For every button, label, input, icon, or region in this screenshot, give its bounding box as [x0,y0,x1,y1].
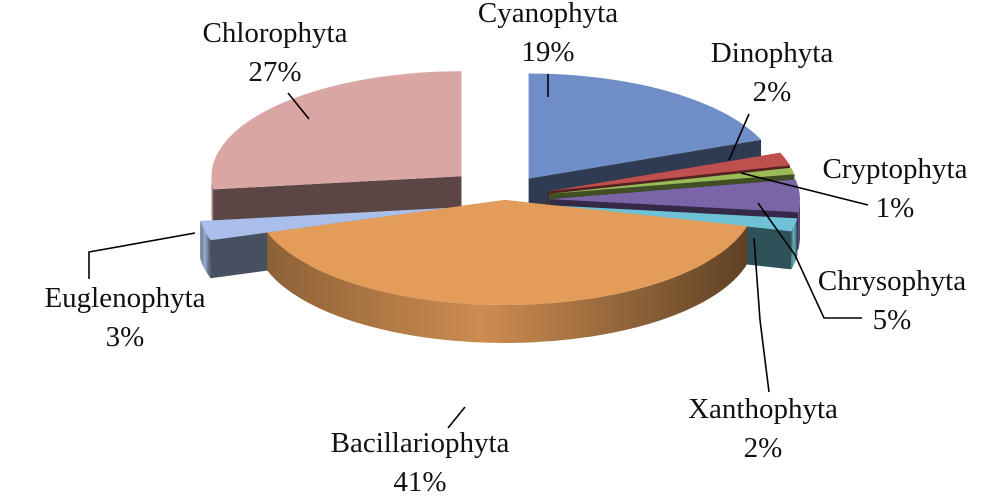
slice-dinophyta [547,152,790,192]
slice-value-chlorophyta: 27% [248,56,301,88]
slice-value-dinophyta: 2% [753,76,792,108]
slice-value-cryptophyta: 1% [876,192,915,224]
slice-value-cyanophyta: 19% [521,36,574,68]
slice-chrysophyta [549,179,800,213]
leader-line-xanthophyta [753,237,770,393]
slice-label-chrysophyta: Chrysophyta [818,265,966,297]
slice-value-euglenophyta: 3% [106,321,145,353]
slice-side-euglenophyta [200,221,211,279]
leader-lines [88,74,869,429]
slice-side-chlorophyta [211,176,214,228]
leader-line-chrysophyta [757,202,862,319]
slice-side-bacillariophyta [267,226,748,343]
leader-line-chlorophyta [287,92,310,120]
leader-line-euglenophyta [88,232,196,279]
slice-label-dinophyta: Dinophyta [711,37,834,69]
leader-line-dinophyta [728,113,750,161]
slice-value-xanthophyta: 2% [744,432,783,464]
slice-value-bacillariophyta: 41% [393,466,446,496]
slice-label-chlorophyta: Chlorophyta [203,17,348,49]
pie-tops [200,71,800,306]
slice-cryptophyta [548,167,795,194]
slice-cyanophyta [528,73,762,179]
slice-euglenophyta [200,207,449,241]
slice-side-chrysophyta [798,199,800,251]
leader-line-bacillariophyta [447,406,466,429]
slice-label-cyanophyta: Cyanophyta [478,0,618,29]
slice-labels: Cyanophyta 19% Dinophyta 2% Cryptophyta 1% Chr… [44,0,967,496]
slice-chlorophyta [211,71,462,190]
leader-line-cryptophyta [740,172,869,206]
slice-label-cryptophyta: Cryptophyta [823,153,968,185]
slice-value-chrysophyta: 5% [873,304,912,336]
slice-label-bacillariophyta: Bacillariophyta [331,427,510,459]
slice-label-xanthophyta: Xanthophyta [688,393,838,425]
slice-label-euglenophyta: Euglenophyta [44,282,205,314]
slice-bacillariophyta [267,200,748,306]
